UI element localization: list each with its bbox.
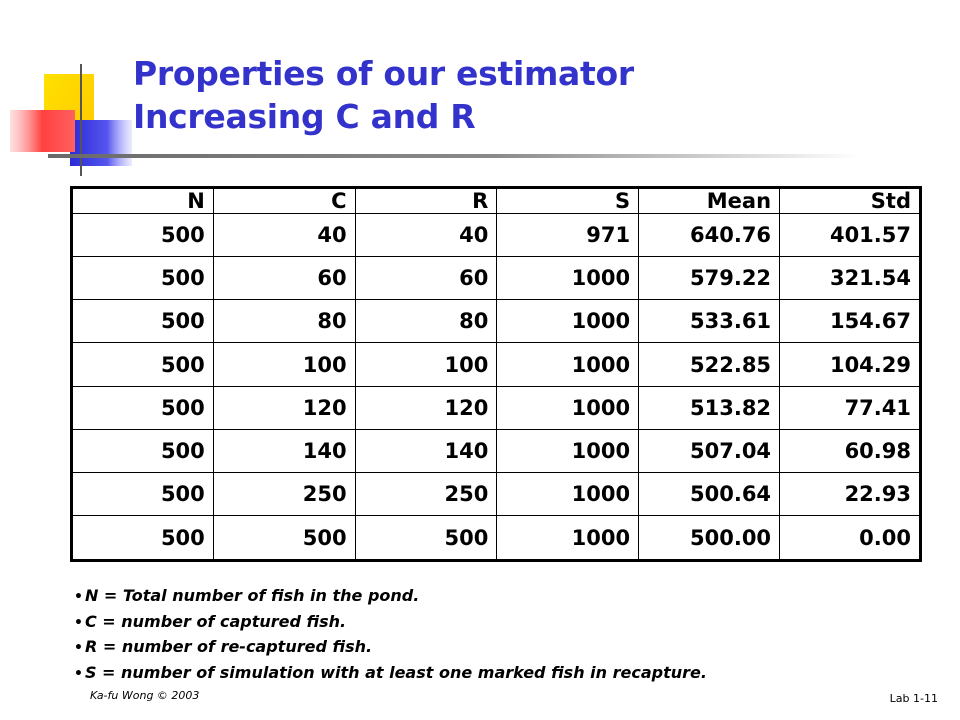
cell-std: 0.00 bbox=[779, 515, 921, 561]
cell-c: 40 bbox=[212, 212, 356, 258]
definition-n: N = Total number of fish in the pond. bbox=[74, 584, 707, 610]
definition-r: R = number of re-captured fish. bbox=[74, 635, 707, 661]
cell-s: 1000 bbox=[496, 428, 640, 473]
cell-s: 1000 bbox=[496, 471, 640, 517]
definition-c: C = number of captured fish. bbox=[74, 610, 707, 636]
cell-r: 40 bbox=[354, 212, 498, 258]
cell-std: 104.29 bbox=[779, 342, 921, 387]
cell-mean: 500.00 bbox=[638, 515, 781, 561]
cell-r: 60 bbox=[354, 256, 498, 301]
cell-std: 401.57 bbox=[779, 212, 921, 258]
cell-s: 971 bbox=[496, 212, 640, 258]
slide-title: Properties of our estimator Increasing C… bbox=[133, 52, 634, 138]
cell-mean: 533.61 bbox=[638, 299, 781, 344]
header-mean: Mean bbox=[638, 187, 781, 214]
cell-s: 1000 bbox=[496, 515, 640, 561]
cell-mean: 640.76 bbox=[638, 212, 781, 258]
cell-r: 140 bbox=[354, 428, 498, 473]
cell-c: 500 bbox=[212, 515, 356, 561]
cell-std: 22.93 bbox=[779, 471, 921, 517]
header-n: N bbox=[71, 187, 214, 214]
table-row: 500 250 250 1000 500.64 22.93 bbox=[71, 471, 921, 517]
cell-n: 500 bbox=[71, 515, 214, 561]
cell-r: 120 bbox=[354, 385, 498, 430]
header-c: C bbox=[212, 187, 356, 214]
footer-author: Ka-fu Wong © 2003 bbox=[90, 689, 200, 702]
header-std: Std bbox=[779, 187, 921, 214]
header-r: R bbox=[354, 187, 498, 214]
cell-c: 60 bbox=[212, 256, 356, 301]
header-s: S bbox=[496, 187, 640, 214]
title-line-2: Increasing C and R bbox=[133, 97, 476, 136]
cell-s: 1000 bbox=[496, 299, 640, 344]
cell-r: 250 bbox=[354, 471, 498, 517]
cell-n: 500 bbox=[71, 299, 214, 344]
table-row: 500 100 100 1000 522.85 104.29 bbox=[71, 342, 921, 387]
cell-std: 60.98 bbox=[779, 428, 921, 473]
cell-c: 140 bbox=[212, 428, 356, 473]
cell-c: 250 bbox=[212, 471, 356, 517]
definition-s: S = number of simulation with at least o… bbox=[74, 661, 707, 687]
title-line-1: Properties of our estimator bbox=[133, 54, 634, 93]
table-row: 500 80 80 1000 533.61 154.67 bbox=[71, 299, 921, 344]
table-row: 500 500 500 1000 500.00 0.00 bbox=[71, 515, 921, 561]
footer-page-number: Lab 1-11 bbox=[889, 692, 938, 705]
cell-std: 154.67 bbox=[779, 299, 921, 344]
cell-n: 500 bbox=[71, 212, 214, 258]
table-row: 500 140 140 1000 507.04 60.98 bbox=[71, 428, 921, 473]
table-row: 500 60 60 1000 579.22 321.54 bbox=[71, 256, 921, 301]
cell-mean: 500.64 bbox=[638, 471, 781, 517]
definitions-list: N = Total number of fish in the pond. C … bbox=[74, 584, 707, 686]
cell-n: 500 bbox=[71, 428, 214, 473]
title-divider bbox=[48, 154, 860, 158]
cell-c: 120 bbox=[212, 385, 356, 430]
table-row: 500 40 40 971 640.76 401.57 bbox=[71, 212, 921, 258]
cell-n: 500 bbox=[71, 256, 214, 301]
corner-decoration bbox=[10, 64, 132, 176]
cell-s: 1000 bbox=[496, 342, 640, 387]
cell-r: 500 bbox=[354, 515, 498, 561]
cell-r: 100 bbox=[354, 342, 498, 387]
cell-std: 321.54 bbox=[779, 256, 921, 301]
cell-n: 500 bbox=[71, 342, 214, 387]
cell-s: 1000 bbox=[496, 256, 640, 301]
table-row: 500 120 120 1000 513.82 77.41 bbox=[71, 385, 921, 430]
cell-mean: 522.85 bbox=[638, 342, 781, 387]
cell-c: 100 bbox=[212, 342, 356, 387]
table-header-row: N C R S Mean Std bbox=[71, 187, 921, 214]
cell-r: 80 bbox=[354, 299, 498, 344]
cell-c: 80 bbox=[212, 299, 356, 344]
cell-s: 1000 bbox=[496, 385, 640, 430]
cell-std: 77.41 bbox=[779, 385, 921, 430]
cell-n: 500 bbox=[71, 385, 214, 430]
results-table: N C R S Mean Std 500 40 40 971 640.76 40… bbox=[70, 186, 922, 562]
cell-mean: 507.04 bbox=[638, 428, 781, 473]
cell-mean: 579.22 bbox=[638, 256, 781, 301]
cell-mean: 513.82 bbox=[638, 385, 781, 430]
cell-n: 500 bbox=[71, 471, 214, 517]
